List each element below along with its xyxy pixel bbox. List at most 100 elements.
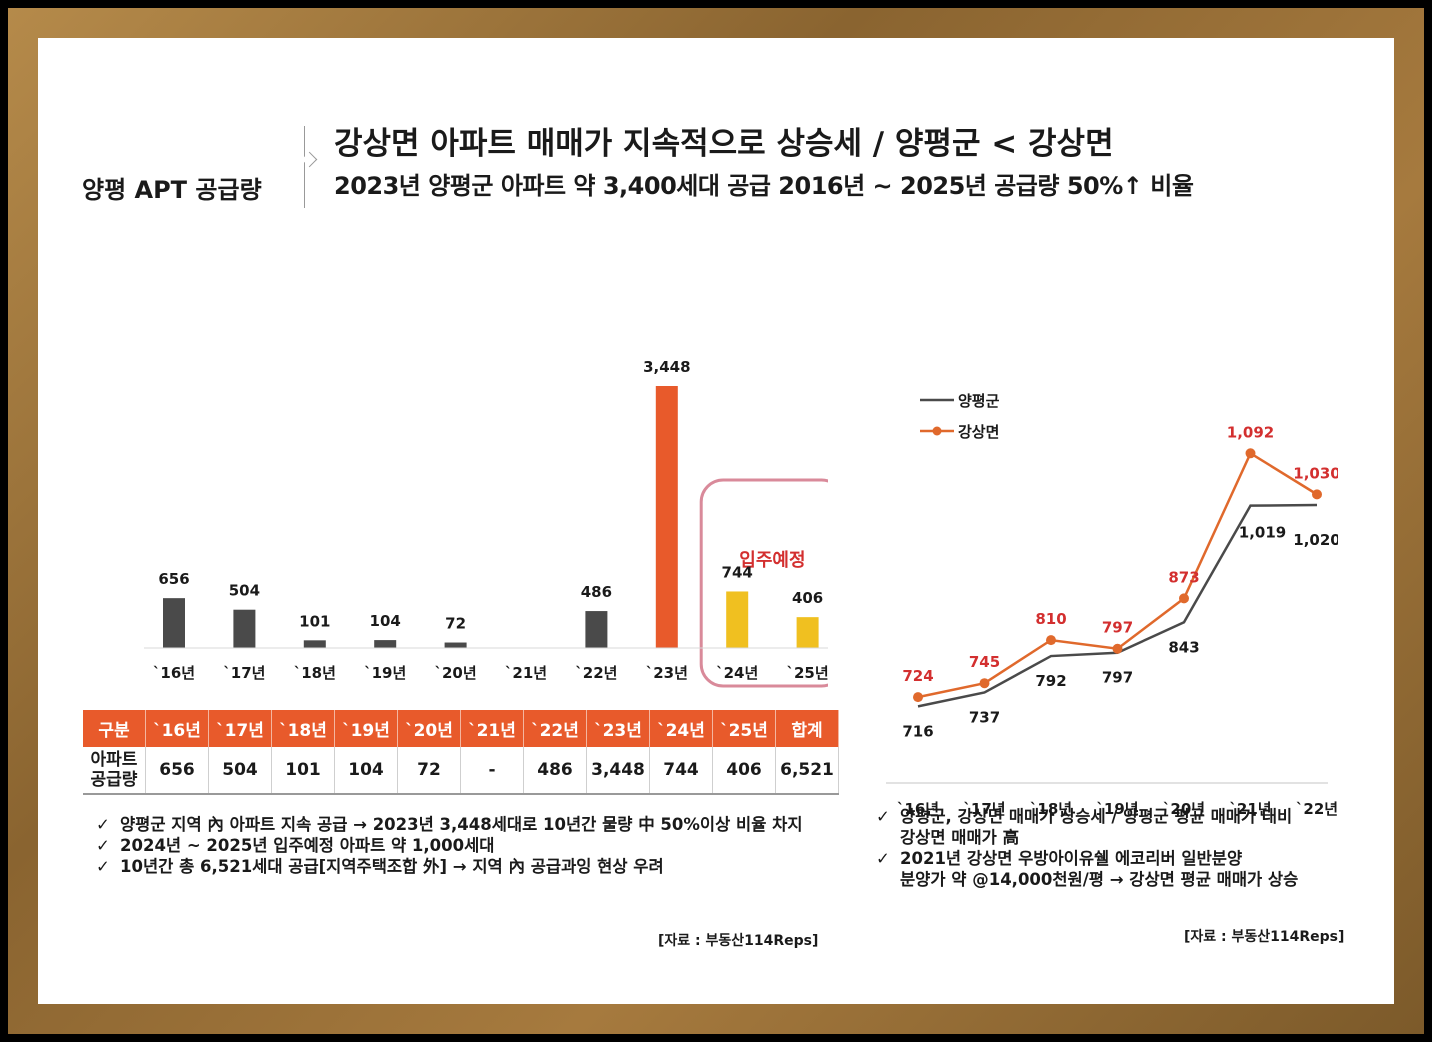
- series-value-label: 724: [902, 667, 933, 685]
- bar: [303, 640, 326, 648]
- right-notes: ✓ 양평군, 강상면 매매가 상승세 / 양평군 평균 매매가 대비 강상면 매매가…: [876, 806, 1298, 890]
- table-header-cell: `19년: [334, 710, 398, 747]
- bar-value-label: 72: [445, 615, 466, 633]
- bar: [726, 591, 749, 648]
- x-tick-label: `20년: [1163, 800, 1205, 818]
- series-value-label: 810: [1035, 610, 1066, 628]
- check-icon: ✓: [876, 807, 890, 826]
- table-header-cell: `18년: [271, 710, 335, 747]
- x-tick-label: `21년: [505, 664, 547, 682]
- bar-value-label: 3,448: [643, 358, 690, 376]
- table-header-cell: `16년: [145, 710, 209, 747]
- bar-value-label: 504: [229, 582, 260, 600]
- series-point: [1245, 448, 1256, 459]
- series-value-label: 745: [969, 653, 1000, 671]
- table-header-cell: `17년: [208, 710, 272, 747]
- x-tick-label: `18년: [294, 664, 336, 682]
- series-value-label: 797: [1102, 619, 1133, 637]
- page-title: 강상면 아파트 매매가 지속적으로 상승세 / 양평군 < 강상면: [334, 126, 1114, 162]
- bar: [444, 642, 467, 648]
- series-point: [1046, 635, 1056, 646]
- bar: [796, 617, 819, 648]
- table-cell: 3,448: [586, 747, 650, 795]
- header-divider: [304, 126, 305, 208]
- bar-value-label: 101: [299, 612, 330, 630]
- table-cell: 486: [523, 747, 587, 795]
- table-row: 아파트 공급량 656 504 101 104 72-486 3,448 744 406 6,521: [83, 747, 839, 795]
- x-tick-label: `16년: [153, 664, 195, 682]
- x-tick-label: `18년: [1030, 800, 1072, 818]
- series-value-label: 873: [1168, 568, 1199, 586]
- series-value-label: 1,092: [1227, 423, 1274, 441]
- table-header-cell: `21년: [460, 710, 524, 747]
- table-cell: 656: [145, 747, 209, 795]
- x-tick-label: `20년: [435, 664, 477, 682]
- table-header-row: 구분 `16년 `17년 `18년 `19년 `20년 `21년 `22년 `23년 `24년 `2…: [83, 710, 839, 747]
- table-cell: -: [460, 747, 524, 795]
- series-value-label: 843: [1168, 638, 1199, 656]
- left-source: [자료 : 부동산114Reps]: [658, 933, 819, 949]
- bar-value-label: 486: [581, 583, 612, 601]
- table-row-label: 아파트 공급량: [83, 747, 146, 795]
- table-header-cell: 합계: [775, 710, 839, 747]
- bar-value-label: 656: [158, 570, 189, 588]
- note-item: ✓ 양평군 지역 內 아파트 지속 공급 → 2023년 3,448세대로 10년…: [96, 815, 803, 834]
- x-tick-label: `25년: [787, 664, 828, 682]
- x-tick-label: `24년: [716, 664, 758, 682]
- bar: [374, 640, 397, 648]
- table-header-cell: `20년: [397, 710, 461, 747]
- slide-page: 양평 APT 공급량 강상면 아파트 매매가 지속적으로 상승세 / 양평군 <…: [38, 38, 1394, 1004]
- bar-value-label: 104: [370, 612, 401, 630]
- x-tick-label: `21년: [1229, 800, 1271, 818]
- bar: [163, 598, 185, 648]
- series-value-label: 737: [969, 708, 1000, 726]
- x-tick-label: `16년: [897, 800, 939, 818]
- table-header-cell: `25년: [712, 710, 776, 747]
- bar: [655, 386, 678, 648]
- table-header-cell: `22년: [523, 710, 587, 747]
- table-cell: 744: [649, 747, 713, 795]
- table-cell: 104: [334, 747, 398, 795]
- table-header-cell: 구분: [83, 710, 146, 747]
- table-header-cell: `24년: [649, 710, 713, 747]
- check-icon: ✓: [96, 815, 110, 834]
- legend-marker: [932, 426, 942, 436]
- table-header-cell: `23년: [586, 710, 650, 747]
- legend-label: 양평군: [958, 392, 1000, 410]
- x-tick-label: `19년: [364, 664, 406, 682]
- bar: [233, 609, 256, 648]
- table-cell: 6,521: [775, 747, 839, 795]
- table-cell: 406: [712, 747, 776, 795]
- series-point: [913, 692, 923, 703]
- series-value-label: 1,020: [1293, 531, 1338, 549]
- note-item: ✓ 양평군, 강상면 매매가 상승세 / 양평군 평균 매매가 대비 강상면 매매가…: [876, 807, 1293, 847]
- left-notes: ✓ 양평군 지역 內 아파트 지속 공급 → 2023년 3,448세대로 10년…: [96, 814, 803, 877]
- x-tick-label: `23년: [646, 664, 688, 682]
- table-cell: 101: [271, 747, 335, 795]
- check-icon: ✓: [96, 836, 110, 855]
- series-value-label: 1,019: [1239, 524, 1286, 542]
- x-tick-label: `22년: [1296, 800, 1338, 818]
- right-source: [자료 : 부동산114Reps]: [1184, 929, 1345, 945]
- note-item: ✓ 2021년 강상면 우방아이유쉘 에코리버 일반분양 분양가 약 @14,000…: [876, 849, 1299, 889]
- series-point: [1112, 643, 1123, 654]
- section-label: 양평 APT 공급량: [82, 176, 262, 204]
- bar-value-label: 406: [792, 589, 823, 607]
- bar: [585, 611, 608, 648]
- check-icon: ✓: [96, 857, 110, 876]
- legend-label: 강상면: [958, 423, 999, 441]
- supply-table: 구분 `16년 `17년 `18년 `19년 `20년 `21년 `22년 `23년 `24년 `2…: [83, 710, 839, 795]
- series-point: [979, 678, 990, 689]
- note-item: ✓ 10년간 총 6,521세대 공급[지역주택조합 外] → 지역 內 공급과잉…: [96, 857, 664, 876]
- page-subtitle: 2023년 양평군 아파트 약 3,400세대 공급 2016년 ~ 2025년…: [334, 172, 1194, 200]
- highlight-label: 입주예정: [739, 549, 805, 571]
- supply-bar-chart: 입주예정 656 `16년 504 `17년 101 `18년 104 `19년 72 `20년 `2…: [144, 358, 828, 688]
- x-tick-label: `19년: [1096, 800, 1138, 818]
- series-point: [1179, 593, 1189, 604]
- series-value-label: 1,030: [1293, 464, 1338, 482]
- table-cell: 72: [397, 747, 461, 795]
- highlight-box: [699, 478, 828, 688]
- x-tick-label: `17년: [963, 800, 1005, 818]
- x-tick-label: `22년: [575, 664, 617, 682]
